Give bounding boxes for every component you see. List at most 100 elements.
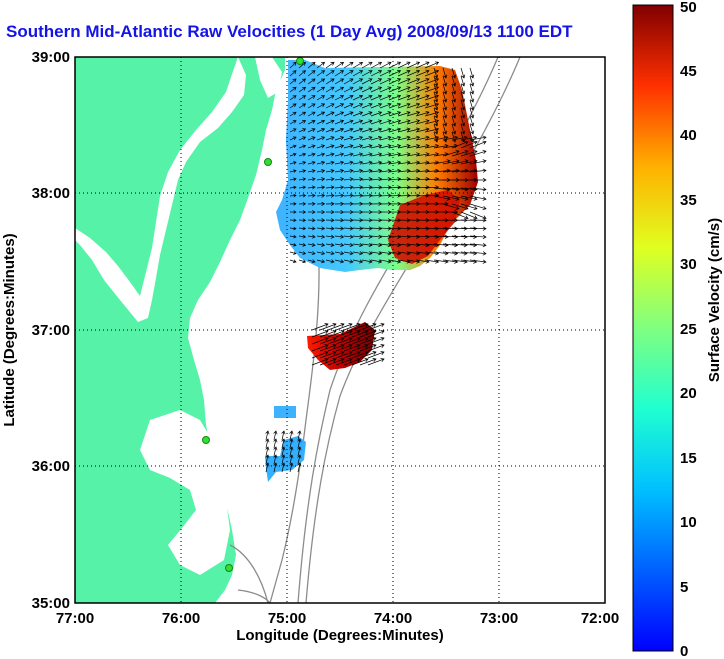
- velocity-vector: [379, 193, 392, 198]
- velocity-vector: [352, 185, 364, 190]
- velocity-vector: [370, 152, 383, 157]
- velocity-vector: [343, 323, 361, 331]
- velocity-vector: [307, 111, 316, 117]
- velocity-vector: [343, 185, 354, 190]
- velocity-vector: [469, 159, 487, 165]
- velocity-vector: [379, 144, 392, 149]
- velocity-vector: [311, 323, 329, 331]
- velocity-vector: [415, 69, 430, 77]
- velocity-vector: [334, 168, 345, 174]
- colorbar-ticks: 0 5 10 15 20 25 30 35 40 45 50: [680, 0, 697, 659]
- velocity-vector: [442, 195, 460, 201]
- velocity-vector: [415, 176, 430, 182]
- velocity-vector: [379, 94, 392, 101]
- velocity-vector: [352, 226, 364, 231]
- velocity-vector: [289, 226, 297, 231]
- velocity-vector: [397, 111, 411, 117]
- velocity-vector: [469, 135, 487, 141]
- velocity-vector: [316, 78, 326, 85]
- velocity-vector: [298, 136, 307, 141]
- velocity-vector: [388, 61, 402, 69]
- velocity-vector: [343, 127, 354, 133]
- velocity-vector: [273, 438, 278, 449]
- velocity-vector: [352, 144, 364, 149]
- x-tick-label: 72:00: [581, 610, 619, 627]
- velocity-vector: [388, 86, 402, 93]
- velocity-vector: [406, 135, 421, 141]
- velocity-vector: [451, 75, 457, 87]
- velocity-vector: [469, 218, 487, 223]
- velocity-vector: [316, 177, 326, 182]
- y-tick-label: 39:00: [32, 49, 70, 66]
- velocity-vector: [451, 149, 469, 157]
- velocity-vector: [307, 193, 316, 198]
- velocity-vector: [379, 226, 392, 231]
- velocity-vector: [343, 94, 354, 101]
- velocity-vector: [334, 185, 345, 190]
- velocity-vector: [442, 91, 448, 103]
- velocity-vector: [469, 203, 487, 211]
- velocity-vector: [361, 135, 373, 141]
- velocity-vector: [289, 177, 297, 181]
- velocity-vector: [325, 251, 335, 256]
- velocity-vector: [325, 111, 335, 117]
- velocity-vector: [334, 193, 345, 198]
- pamlico-sound: [140, 410, 230, 575]
- velocity-vector: [307, 119, 316, 125]
- colorbar-label: Surface Velocity (cm/s): [706, 218, 723, 382]
- velocity-vector: [316, 201, 326, 206]
- radar-station-marker: [296, 57, 304, 65]
- x-tick-label: 76:00: [162, 610, 200, 627]
- velocity-vector: [298, 86, 307, 93]
- velocity-vector: [289, 438, 294, 449]
- velocity-vector: [311, 351, 329, 359]
- velocity-vector: [343, 259, 354, 264]
- velocity-vector: [351, 358, 369, 366]
- velocity-vector: [327, 351, 345, 359]
- velocity-vector: [281, 454, 286, 465]
- velocity-vector: [343, 193, 354, 198]
- velocity-vector: [289, 120, 297, 125]
- velocity-vector: [316, 218, 326, 223]
- velocity-vector: [367, 323, 385, 331]
- velocity-vector: [297, 462, 302, 473]
- velocity-vector: [352, 70, 364, 77]
- velocity-vector: [334, 95, 345, 101]
- velocity-vector: [469, 140, 487, 149]
- velocity-vector: [470, 177, 487, 183]
- x-tick-label: 75:00: [268, 610, 306, 627]
- velocity-vector: [370, 177, 383, 182]
- velocity-vector: [316, 152, 326, 157]
- velocity-vector: [415, 143, 430, 149]
- velocity-vector: [298, 160, 307, 165]
- velocity-vector: [469, 234, 487, 239]
- velocity-vector: [397, 226, 411, 231]
- velocity-vector: [316, 119, 326, 125]
- velocity-vector: [415, 102, 430, 109]
- velocity-vector: [361, 86, 373, 93]
- velocity-vector: [281, 446, 286, 457]
- velocity-vector: [433, 75, 439, 87]
- velocity-vector: [361, 226, 373, 231]
- velocity-vector: [298, 70, 307, 77]
- velocity-vector: [334, 201, 345, 206]
- velocity-vector: [327, 344, 345, 352]
- velocity-vector: [316, 128, 326, 133]
- velocity-vector: [325, 201, 335, 206]
- velocity-vector: [352, 168, 364, 173]
- velocity-vector: [370, 234, 383, 239]
- velocity-vector: [460, 135, 478, 141]
- velocity-vector: [388, 144, 402, 149]
- velocity-vector: [316, 242, 326, 247]
- velocity-vector: [388, 78, 402, 85]
- velocity-vector: [361, 103, 373, 109]
- velocity-vector: [289, 136, 297, 141]
- velocity-vector: [297, 454, 302, 465]
- velocity-vector: [297, 446, 302, 457]
- velocity-vector: [424, 77, 440, 85]
- velocity-vector: [442, 226, 459, 231]
- velocity-vector: [370, 61, 383, 69]
- velocity-vector: [307, 185, 316, 190]
- velocity-vector: [361, 218, 373, 223]
- velocity-vector: [451, 211, 469, 220]
